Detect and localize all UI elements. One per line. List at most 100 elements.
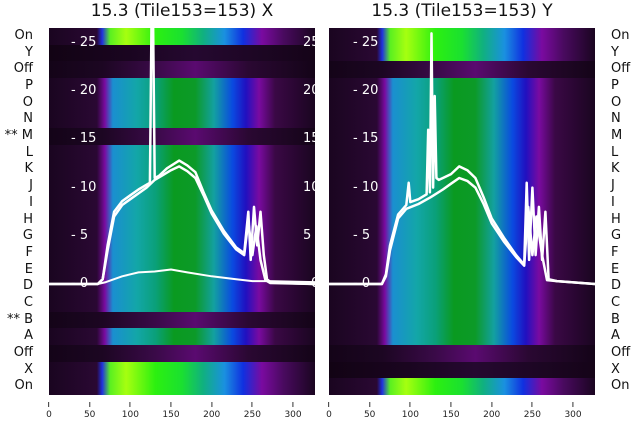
row-label: M [611, 128, 623, 144]
chart-title-x: 15.3 (Tile153=153) X [90, 1, 274, 21]
row-label: I [611, 194, 615, 210]
row-label: E [611, 261, 620, 277]
row-label: F [25, 244, 33, 260]
heatmap-row [49, 278, 315, 296]
row-label: E [24, 261, 33, 277]
overlay-y-tick-label: - 5 [353, 227, 371, 243]
row-label: K [611, 161, 620, 177]
x-tick-label: 200 [203, 402, 220, 420]
heatmap-row [49, 311, 315, 329]
heatmap-row [329, 361, 595, 379]
row-label: G [611, 228, 622, 244]
overlay-y-tick-label: - 15 [71, 131, 97, 147]
heatmap-row [49, 294, 315, 313]
row-label: H [23, 211, 33, 227]
row-label: ** B [6, 311, 33, 327]
heatmap-row [329, 344, 595, 363]
heatmap-row [329, 28, 595, 46]
x-tick-label: 200 [483, 402, 500, 420]
heatmap-row [49, 111, 315, 129]
heatmap-row [329, 144, 595, 162]
row-label: C [611, 294, 621, 310]
x-tick-label: 100 [122, 402, 139, 420]
row-label: Y [611, 44, 619, 60]
row-label: L [611, 144, 619, 160]
overlay-y-tick-label: - 10 [71, 179, 97, 195]
heatmap-panel-y: - 0 - 5 - 10 - 15 - 20 - 25 [329, 28, 595, 395]
overlay-y-tick-label: - 5 [71, 227, 89, 243]
curve-baseline [49, 268, 315, 285]
overlay-y-tick-label: - 10 [353, 179, 379, 195]
curve-spectrum-2 [49, 165, 315, 286]
row-label: L [25, 144, 33, 160]
overlay-y-tick-label: - 20 [71, 83, 97, 99]
overlay-y-tick-label: - 0 [71, 276, 89, 291]
heatmap-row [329, 378, 595, 395]
heatmap-row [49, 244, 315, 263]
row-label: F [611, 244, 619, 260]
heatmap-row [49, 178, 315, 196]
row-label: Off [611, 61, 631, 77]
chart-title-y: 15.3 (Tile153=153) Y [371, 1, 553, 21]
overlay-y-tick-label-right: 20 [303, 83, 315, 99]
x-tick-label: 150 [162, 402, 179, 420]
heatmap-row [49, 144, 315, 162]
heatmap-row [329, 94, 595, 112]
x-tick-label: 300 [564, 402, 581, 420]
row-label: ** M [4, 128, 33, 144]
row-label: J [29, 178, 33, 194]
row-label: J [611, 178, 615, 194]
heatmap-row [329, 328, 595, 346]
x-tick-label: 250 [244, 402, 261, 420]
heatmap-row [49, 28, 315, 46]
curve-spectrum [49, 28, 315, 286]
row-label: N [23, 111, 33, 127]
heatmap-panel-x: - 0 0 - 5 5 - 10 10 - 15 15 - 20 20 - 25 25 [49, 28, 315, 395]
heatmap-row [329, 61, 595, 79]
row-label: C [23, 294, 33, 310]
overlay-y-tick-label: - 25 [353, 35, 379, 50]
overlay-y-tick-label-right: 15 [303, 131, 315, 147]
x-tick-label: 50 [364, 402, 375, 420]
heatmap-row [49, 361, 315, 379]
heatmap-row [49, 128, 315, 146]
row-label: N [611, 111, 621, 127]
row-label: B [611, 311, 620, 327]
heatmap-row [329, 278, 595, 296]
x-tick-label: 100 [402, 402, 419, 420]
heatmap-row [49, 261, 315, 279]
row-label: A [611, 328, 620, 344]
overlay-y-tick-label: - 15 [353, 131, 379, 147]
heatmap-row [49, 344, 315, 363]
heatmap-row [329, 128, 595, 146]
heatmap-row [49, 378, 315, 395]
heatmap-row [329, 261, 595, 279]
row-label: On [14, 28, 33, 43]
heatmap-row [329, 178, 595, 196]
row-label: X [24, 361, 33, 377]
overlay-y-tick-label-right: 10 [303, 179, 315, 195]
heatmap-row [329, 44, 595, 62]
row-label: On [611, 28, 630, 43]
heatmap-row [49, 61, 315, 79]
curve-spectrum-2 [329, 176, 595, 286]
overlay-y-tick-label: - 20 [353, 83, 379, 99]
heatmap-row [49, 161, 315, 179]
row-label: On [14, 378, 33, 394]
overlay-y-tick-label: - 0 [353, 276, 371, 291]
heatmap-row [329, 161, 595, 179]
row-label: P [611, 78, 619, 94]
heatmap-row [329, 294, 595, 313]
heatmap-row [329, 311, 595, 329]
curve-spectrum [329, 32, 595, 286]
heatmap-row [329, 111, 595, 129]
row-label: X [611, 361, 620, 377]
x-tick-label: 250 [524, 402, 541, 420]
row-label: G [22, 228, 33, 244]
row-label: P [25, 78, 33, 94]
row-label: H [611, 211, 621, 227]
row-label: O [611, 94, 622, 110]
heatmap-row [49, 328, 315, 346]
row-label: K [24, 161, 33, 177]
